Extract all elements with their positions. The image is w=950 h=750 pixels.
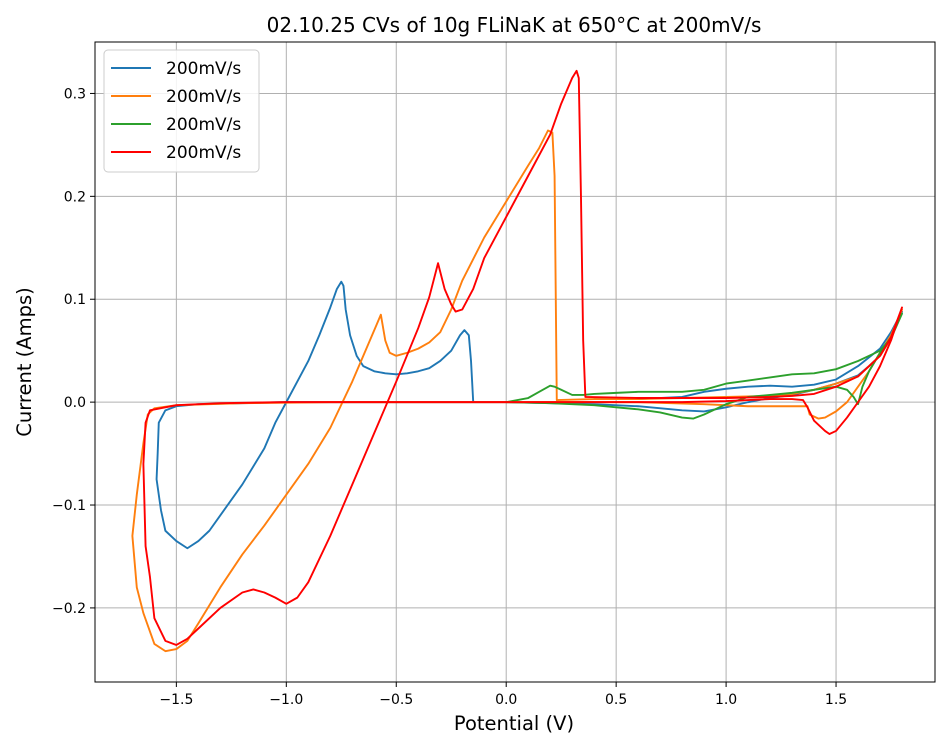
y-tick-label: 0.3 xyxy=(64,86,86,102)
x-axis-ticks: −1.5 −1.0 −0.5 0.0 0.5 1.0 1.5 xyxy=(159,682,847,708)
series-line-1 xyxy=(155,280,903,550)
x-tick-label: −1.5 xyxy=(159,692,193,708)
x-axis-label: Potential (V) xyxy=(454,712,574,735)
legend-label-1: 200mV/s xyxy=(166,59,241,79)
y-axis-label: Current (Amps) xyxy=(13,287,36,437)
legend-label-4: 200mV/s xyxy=(166,143,241,163)
y-tick-label: −0.2 xyxy=(52,601,86,617)
chart-title: 02.10.25 CVs of 10g FLiNaK at 650°C at 2… xyxy=(267,13,762,37)
series-line-4 xyxy=(142,69,903,646)
y-tick-label: 0.0 xyxy=(64,395,86,411)
x-tick-label: −0.5 xyxy=(379,692,413,708)
y-tick-label: −0.1 xyxy=(52,498,86,514)
legend-label-3: 200mV/s xyxy=(166,115,241,135)
series-layer xyxy=(131,69,903,653)
x-tick-label: 1.0 xyxy=(715,692,737,708)
y-tick-label: 0.1 xyxy=(64,292,86,308)
x-tick-label: −1.0 xyxy=(269,692,303,708)
x-tick-label: 1.5 xyxy=(825,692,847,708)
legend-label-2: 200mV/s xyxy=(166,87,241,107)
plot-frame xyxy=(94,41,936,683)
y-axis-ticks: −0.2 −0.1 0.0 0.1 0.2 0.3 xyxy=(52,86,95,617)
legend-box xyxy=(103,49,260,173)
legend: 200mV/s 200mV/s 200mV/s 200mV/s xyxy=(103,49,260,173)
x-tick-label: 0.0 xyxy=(495,692,517,708)
y-tick-label: 0.2 xyxy=(64,189,86,205)
x-tick-label: 0.5 xyxy=(605,692,627,708)
